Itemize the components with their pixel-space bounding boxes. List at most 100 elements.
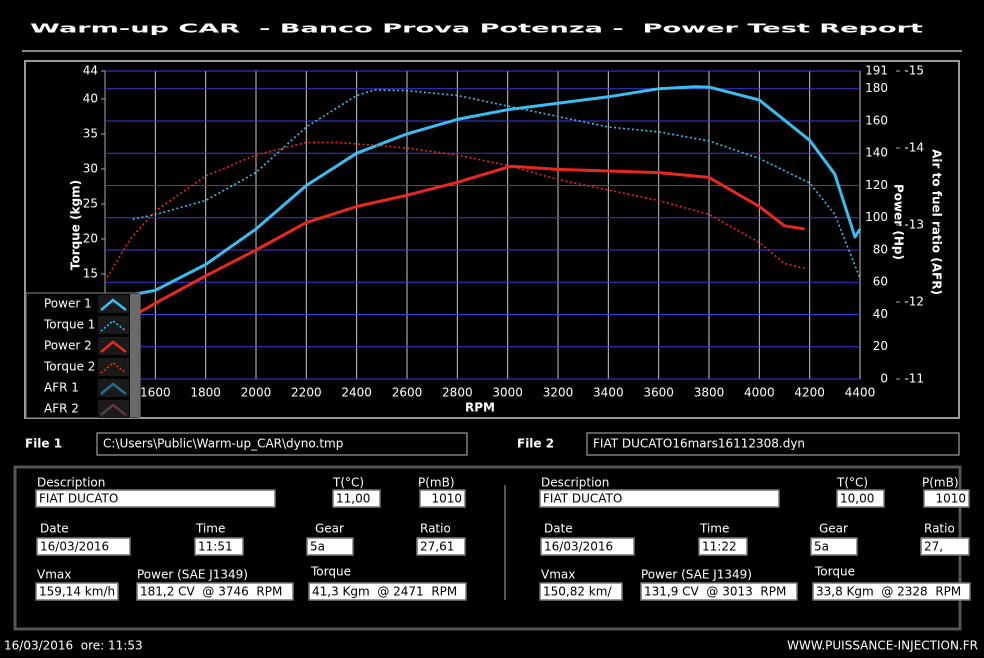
x-tick-label: 1600 [140, 386, 171, 400]
field-value: 16/03/2016 [544, 540, 613, 554]
field-box [810, 537, 858, 556]
field-box [419, 489, 466, 508]
field-label: Ratio [420, 522, 451, 536]
legend-label: AFR 1 [44, 381, 79, 395]
y-tick-label: 20 [83, 232, 98, 246]
field-value: 1010 [935, 492, 966, 506]
field-label: Description [541, 476, 609, 490]
field-label: Vmax [541, 568, 575, 582]
field-value: 131,9 CV @ 3013 RPM [644, 585, 786, 599]
field-box [194, 537, 244, 556]
x-axis-label: RPM [465, 401, 495, 415]
y-tick-label: 44 [83, 64, 98, 78]
y2-tick-label: 20 [873, 339, 888, 353]
field-box [539, 582, 623, 601]
legend-label: Power 2 [44, 339, 92, 353]
legend-swatch-bg [98, 400, 129, 418]
field-value: 41,3 Kgm @ 2471 RPM [312, 585, 457, 599]
legend-swatch [100, 298, 127, 311]
y2-tick-label: 140 [865, 146, 888, 160]
field-label: Date [544, 522, 573, 536]
y3-tick-label: -15 [904, 64, 924, 78]
x-tick-label: 3200 [543, 386, 574, 400]
y2-tick-label: 160 [865, 113, 888, 127]
y-tick-label: 35 [83, 127, 98, 141]
field-box [332, 489, 381, 508]
x-tick-label: 3400 [593, 386, 624, 400]
field-label: T(°C) [836, 476, 868, 490]
legend-label: Torque 1 [43, 318, 95, 332]
field-box [923, 489, 970, 508]
footer-datetime: 16/03/2016 ore: 11:53 [4, 639, 143, 653]
field-label: Time [195, 522, 225, 536]
field-label: T(°C) [332, 476, 364, 490]
y-tick-label: 30 [83, 162, 98, 176]
legend-swatch-bg [98, 358, 129, 376]
field-value: 16/03/2016 [40, 540, 109, 554]
legend-swatch [100, 382, 127, 395]
y2-tick-label: 40 [873, 307, 888, 321]
field-box [416, 537, 466, 556]
field-label: Power (SAE J1349) [641, 568, 752, 582]
field-box [540, 537, 635, 556]
y2-tick-label: 60 [873, 275, 888, 289]
field-value: 27, [924, 540, 943, 554]
legend-swatch [100, 361, 127, 374]
field-label: Ratio [924, 522, 955, 536]
field-box [640, 582, 798, 601]
field-value: 10,00 [840, 492, 874, 506]
field-box [306, 537, 354, 556]
file-label: File 2 [517, 437, 554, 451]
y2-tick-label: 0 [880, 372, 888, 386]
field-label: P(mB) [418, 476, 455, 490]
x-tick-label: 4400 [845, 386, 876, 400]
field-box [36, 537, 131, 556]
y2-tick-label: 180 [865, 81, 888, 95]
legend-scroll [130, 294, 140, 417]
field-label: Power (SAE J1349) [137, 568, 248, 582]
legend-swatch-bg [98, 316, 129, 334]
y3-tick-label: -13 [904, 218, 924, 232]
file-path: C:\Users\Public\Warm-up_CAR\dyno.tmp [103, 437, 343, 451]
field-box [35, 489, 276, 508]
file-path: FIAT DUCATO16mars16112308.dyn [593, 437, 805, 451]
series-line [129, 85, 862, 297]
field-value: 11:51 [198, 540, 233, 554]
y-tick-label: 40 [83, 92, 98, 106]
report-title: Warm-up CAR - Banco Prova Potenza - Powe… [30, 22, 924, 36]
y2-tick-label: 100 [865, 210, 888, 224]
series-line [104, 164, 805, 332]
legend-swatch [100, 319, 127, 332]
x-tick-label: 4000 [744, 386, 775, 400]
legend-box [25, 292, 141, 419]
y3-tick-label: -11 [904, 372, 924, 386]
field-value: 33,8 Kgm @ 2328 RPM [816, 585, 961, 599]
x-tick-label: 3800 [694, 386, 725, 400]
legend-swatch-bg [98, 295, 129, 313]
legend-swatch-bg [98, 379, 129, 397]
y3-tick-label: -14 [904, 141, 924, 155]
x-tick-label: 2000 [241, 386, 272, 400]
y-axis-label: Torque (kgm) [69, 180, 83, 270]
field-box [812, 582, 971, 601]
x-tick-label: 1800 [190, 386, 221, 400]
field-value: 159,14 km/h [39, 585, 115, 599]
x-tick-label: 3000 [492, 386, 523, 400]
field-label: Date [40, 522, 69, 536]
field-box [698, 537, 748, 556]
field-value: 11,00 [336, 492, 370, 506]
y2-tick-label: 120 [865, 178, 888, 192]
field-label: Gear [819, 522, 848, 536]
legend-label: Power 1 [44, 297, 92, 311]
file-path-box [586, 432, 960, 456]
field-value: 181,2 CV @ 3746 RPM [140, 585, 282, 599]
x-tick-label: 3600 [643, 386, 674, 400]
file-path-box [96, 432, 468, 456]
x-tick-label: 2800 [442, 386, 473, 400]
file-label: File 1 [25, 437, 62, 451]
y-tick-label: 15 [83, 267, 98, 281]
legend-label: Torque 2 [43, 360, 95, 374]
field-value: 11:22 [702, 540, 737, 554]
field-value: 5a [814, 540, 829, 554]
